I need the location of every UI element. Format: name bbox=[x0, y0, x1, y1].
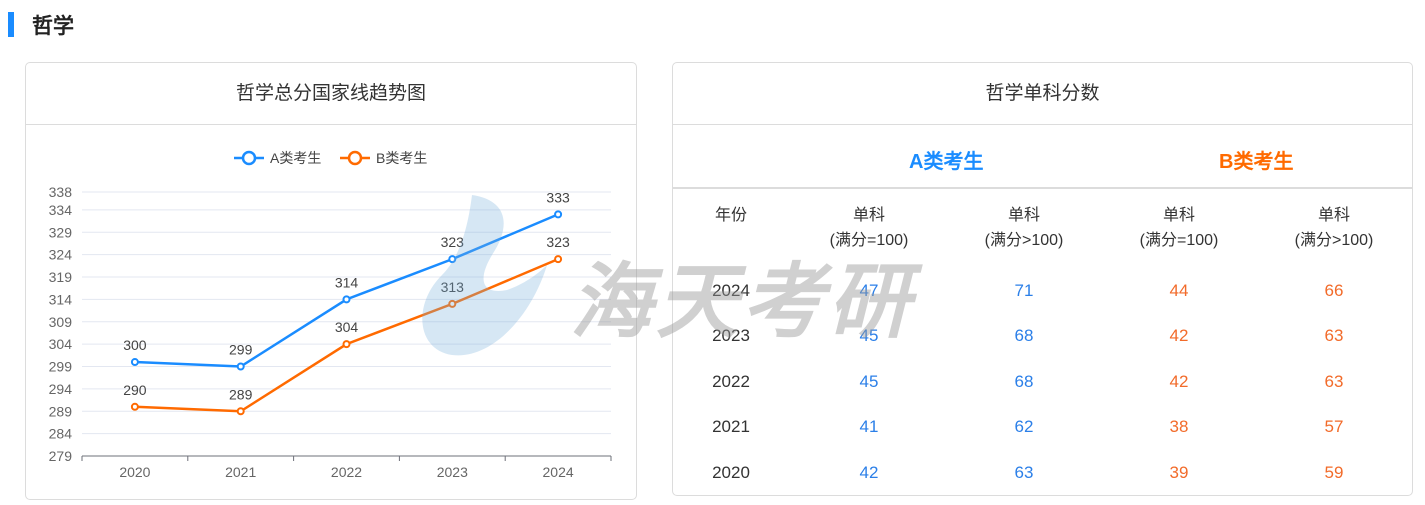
column-header-line2: (满分=100) bbox=[829, 232, 909, 249]
trend-chart-card: 哲学总分国家线趋势图 279 284 289 294 299 304 309 314 319 32… bbox=[25, 62, 637, 500]
y-tick-label: 299 bbox=[49, 359, 73, 375]
data-label: 323 bbox=[441, 234, 465, 250]
group-a-label: A类考生 bbox=[909, 151, 984, 173]
score-cell: 42 bbox=[859, 463, 879, 482]
data-label: 300 bbox=[123, 337, 147, 353]
y-tick-label: 324 bbox=[49, 247, 73, 263]
score-cell: 41 bbox=[859, 417, 879, 436]
y-tick-label: 338 bbox=[49, 184, 73, 200]
data-point bbox=[448, 299, 457, 308]
legend-marker bbox=[241, 150, 257, 166]
column-header: 单科 (满分>100) bbox=[1295, 203, 1374, 253]
data-point bbox=[342, 340, 351, 349]
data-point bbox=[448, 255, 457, 264]
column-header-line2: (满分=100) bbox=[1139, 232, 1219, 249]
legend-label: B类考生 bbox=[376, 150, 427, 166]
column-header: 单科 (满分>100) bbox=[985, 203, 1064, 253]
column-header: 年份 bbox=[715, 203, 747, 228]
score-cell: 66 bbox=[1324, 281, 1344, 300]
score-cell: 59 bbox=[1324, 463, 1344, 482]
y-tick-label: 304 bbox=[49, 336, 73, 352]
x-tick-label: 2022 bbox=[331, 464, 362, 480]
score-cell: 45 bbox=[859, 372, 879, 391]
data-point bbox=[130, 358, 139, 367]
score-cell: 63 bbox=[1324, 326, 1344, 345]
score-cell: 42 bbox=[1169, 372, 1189, 391]
data-point bbox=[342, 295, 351, 304]
x-tick-label: 2020 bbox=[119, 464, 150, 480]
score-cell: 44 bbox=[1169, 281, 1189, 300]
line-chart: 279 284 289 294 299 304 309 314 319 324 329 334 338 2… bbox=[49, 150, 612, 480]
score-cell: 57 bbox=[1324, 417, 1344, 436]
column-header-line2: (满分>100) bbox=[984, 232, 1064, 249]
score-cell: 39 bbox=[1169, 463, 1189, 482]
year-cell: 2021 bbox=[712, 417, 750, 436]
data-point bbox=[236, 362, 245, 371]
data-point bbox=[554, 255, 563, 264]
chart-title: 哲学总分国家线趋势图 bbox=[26, 63, 636, 125]
score-cell: 62 bbox=[1014, 417, 1034, 436]
column-header-line2: (满分>100) bbox=[1294, 232, 1374, 249]
single-subject-card: 哲学单科分数 A类考生 B类考生 年份 单科 (满分=100) 单科 (满分>100) 单… bbox=[672, 62, 1413, 496]
data-label: 333 bbox=[546, 189, 570, 205]
data-point bbox=[130, 402, 139, 411]
data-label: 314 bbox=[335, 274, 359, 290]
section-title: 哲学 bbox=[32, 15, 74, 38]
score-cell: 71 bbox=[1014, 281, 1034, 300]
data-point bbox=[236, 407, 245, 416]
year-cell: 2020 bbox=[712, 463, 750, 482]
y-tick-label: 314 bbox=[49, 291, 73, 307]
data-label: 290 bbox=[123, 382, 147, 398]
group-b-label: B类考生 bbox=[1219, 151, 1294, 173]
y-tick-label: 334 bbox=[49, 202, 73, 218]
column-header-line1: 单科 bbox=[852, 207, 886, 224]
score-cell: 63 bbox=[1324, 372, 1344, 391]
y-tick-label: 284 bbox=[49, 426, 73, 442]
y-tick-label: 319 bbox=[49, 269, 73, 285]
section-marker bbox=[8, 12, 14, 37]
y-tick-label: 294 bbox=[49, 381, 73, 397]
column-header-line1: 单科 bbox=[1007, 207, 1041, 224]
data-label: 299 bbox=[229, 342, 253, 358]
year-cell: 2023 bbox=[712, 326, 750, 345]
data-label: 323 bbox=[546, 234, 570, 250]
score-cell: 47 bbox=[859, 281, 879, 300]
data-label: 304 bbox=[335, 319, 359, 335]
score-cell: 68 bbox=[1014, 326, 1034, 345]
data-label: 313 bbox=[441, 279, 465, 295]
table-title: 哲学单科分数 bbox=[673, 63, 1412, 125]
year-cell: 2024 bbox=[712, 281, 750, 300]
y-tick-label: 289 bbox=[49, 403, 73, 419]
group-header-row: A类考生 B类考生 bbox=[673, 125, 1412, 189]
legend-label: A类考生 bbox=[270, 150, 321, 166]
column-header-line1: 单科 bbox=[1317, 207, 1351, 224]
column-header-line1: 单科 bbox=[1162, 207, 1196, 224]
column-header: 单科 (满分=100) bbox=[1140, 203, 1219, 253]
y-tick-label: 279 bbox=[49, 448, 73, 464]
x-tick-label: 2023 bbox=[437, 464, 468, 480]
x-tick-label: 2024 bbox=[543, 464, 574, 480]
data-point bbox=[554, 210, 563, 219]
data-label: 289 bbox=[229, 386, 253, 402]
y-tick-label: 329 bbox=[49, 224, 73, 240]
year-cell: 2022 bbox=[712, 372, 750, 391]
score-cell: 42 bbox=[1169, 326, 1189, 345]
x-tick-label: 2021 bbox=[225, 464, 256, 480]
column-header-line1: 年份 bbox=[714, 207, 748, 224]
column-header: 单科 (满分=100) bbox=[830, 203, 909, 253]
score-cell: 63 bbox=[1014, 463, 1034, 482]
score-cell: 38 bbox=[1169, 417, 1189, 436]
legend-marker bbox=[347, 150, 363, 166]
y-tick-label: 309 bbox=[49, 314, 73, 330]
score-cell: 45 bbox=[859, 326, 879, 345]
score-cell: 68 bbox=[1014, 372, 1034, 391]
